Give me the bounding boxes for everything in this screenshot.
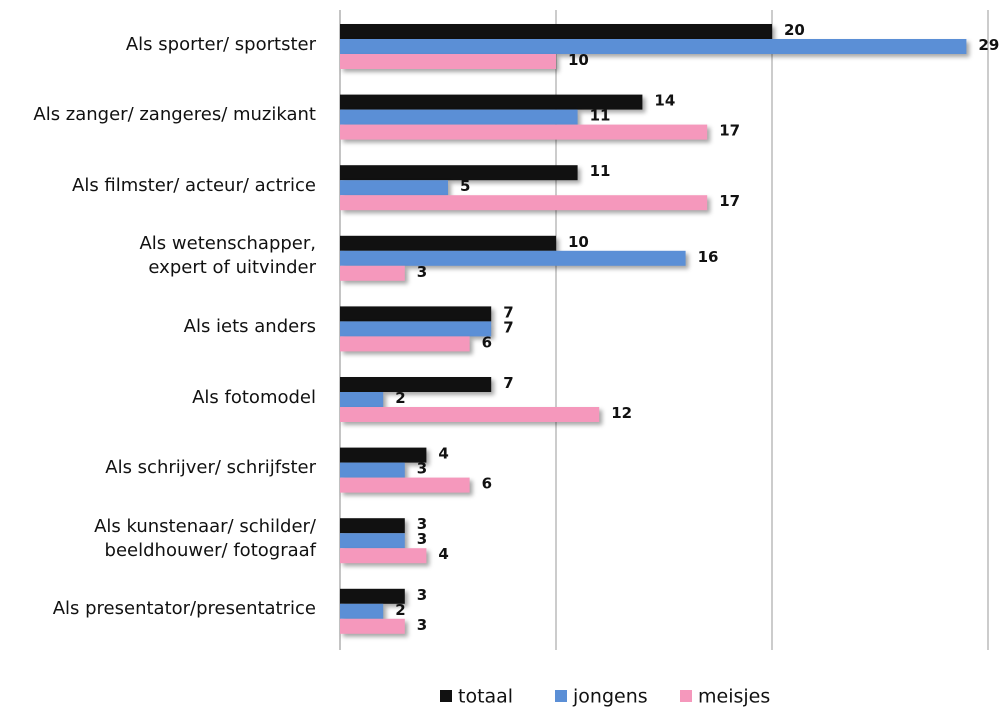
- bar: [340, 477, 470, 493]
- data-label: 16: [698, 248, 719, 266]
- bar: [340, 306, 492, 322]
- data-label: 3: [417, 586, 427, 604]
- data-label: 2: [395, 601, 405, 619]
- category-label: Als kunstenaar/ schilder/ beeldhouwer/ f…: [94, 515, 316, 561]
- bar: [340, 533, 405, 549]
- bar: [340, 407, 600, 422]
- legend-swatch: [680, 690, 692, 702]
- bar: [340, 250, 686, 266]
- bar: [340, 94, 643, 110]
- legend-label: totaal: [458, 686, 513, 708]
- bar: [340, 336, 470, 352]
- legend-label: jongens: [572, 686, 648, 708]
- data-label: 17: [719, 192, 740, 210]
- data-label: 10: [568, 233, 589, 251]
- category-label: Als zanger/ zangeres/ muzikant: [33, 104, 316, 126]
- bar: [340, 109, 578, 125]
- bar: [340, 392, 384, 407]
- category-label: Als schrijver/ schrijfster: [105, 457, 316, 479]
- category-label: Als sporter/ sportster: [125, 33, 316, 55]
- category-label: Als fotomodel: [192, 386, 316, 408]
- data-label: 6: [482, 475, 492, 493]
- bar: [340, 377, 492, 392]
- bar: [340, 462, 405, 478]
- data-label: 3: [417, 616, 427, 634]
- category-label: Als presentator/presentatrice: [52, 598, 316, 620]
- data-label: 3: [417, 515, 427, 533]
- category-label: Als iets anders: [183, 315, 316, 337]
- bar: [340, 180, 448, 196]
- data-label: 6: [482, 333, 492, 351]
- data-label: 7: [503, 303, 513, 321]
- bar: [340, 24, 772, 39]
- bar: [340, 618, 405, 634]
- bar: [340, 548, 427, 564]
- data-label: 17: [719, 122, 740, 140]
- data-label: 10: [568, 51, 589, 69]
- data-label: 2: [395, 389, 405, 407]
- bar: [340, 518, 405, 534]
- data-label: 4: [438, 545, 448, 563]
- bar: [340, 39, 967, 54]
- data-label: 14: [654, 92, 675, 110]
- data-label: 4: [438, 445, 448, 463]
- bar: [340, 265, 405, 281]
- bar: [340, 124, 708, 140]
- bar: [340, 235, 556, 251]
- data-label: 29: [978, 36, 999, 54]
- data-label: 11: [590, 107, 611, 125]
- data-label: 7: [503, 374, 513, 392]
- bar: [340, 588, 405, 604]
- bar: [340, 165, 578, 181]
- bar: [340, 195, 708, 211]
- data-label: 3: [417, 263, 427, 281]
- data-label: 12: [611, 404, 632, 422]
- data-label: 3: [417, 530, 427, 548]
- legend-swatch: [440, 690, 452, 702]
- legend-swatch: [555, 690, 567, 702]
- category-label: Als filmster/ acteur/ actrice: [72, 174, 316, 196]
- bar: [340, 54, 556, 69]
- category-label: Als wetenschapper, expert of uitvinder: [139, 233, 316, 279]
- bar: [340, 321, 492, 337]
- legend-label: meisjes: [698, 686, 770, 708]
- data-label: 20: [784, 21, 805, 39]
- data-label: 11: [590, 162, 611, 180]
- bar: [340, 603, 384, 619]
- bar: [340, 447, 427, 463]
- data-label: 3: [417, 460, 427, 478]
- data-label: 5: [460, 177, 470, 195]
- data-label: 7: [503, 318, 513, 336]
